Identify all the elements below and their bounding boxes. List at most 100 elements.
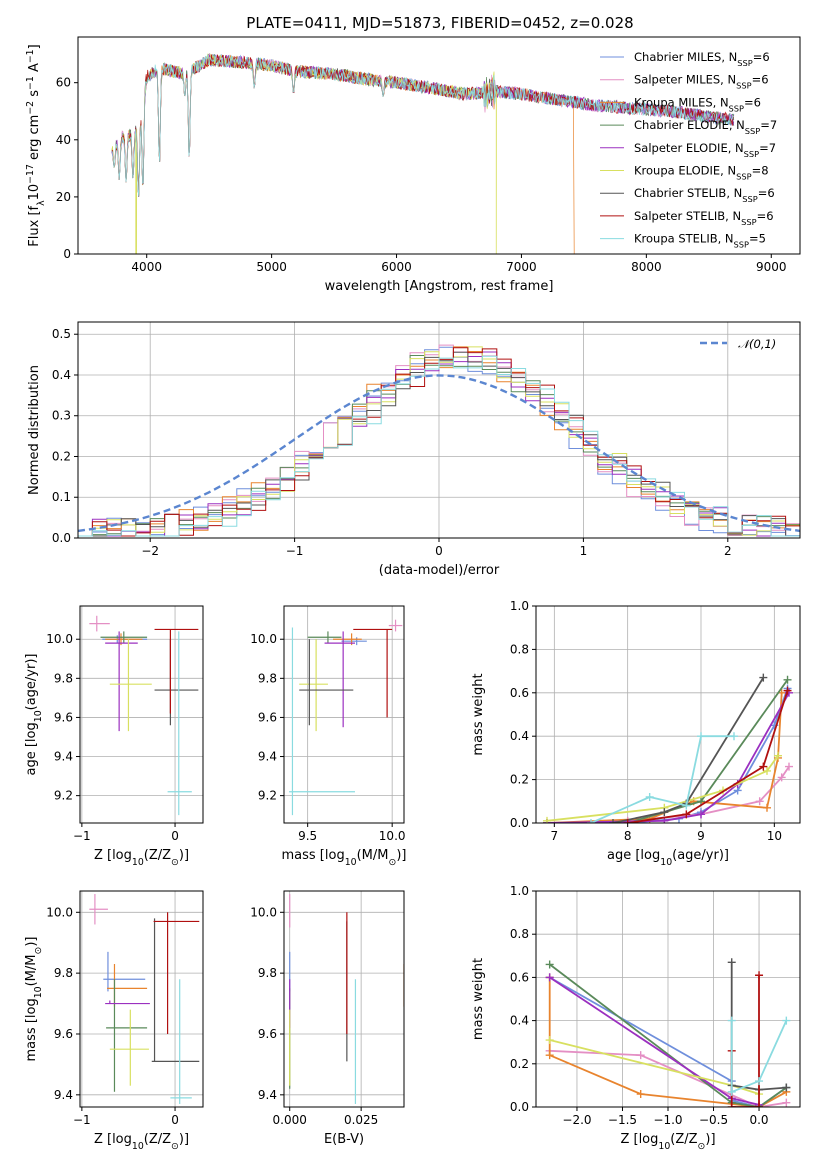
point-marker (759, 762, 768, 771)
y-tick-label: 0 (63, 247, 71, 261)
x-axis-label: age [log10(age/yr)] (607, 848, 729, 868)
point-marker (782, 1016, 791, 1025)
errorbar-6 (151, 918, 200, 1062)
x-tick-label: −2 (141, 544, 159, 558)
errorbar-4 (105, 631, 138, 732)
errorbar-4 (105, 1000, 150, 1005)
point-marker (697, 810, 705, 819)
x-tick-label: 0 (171, 1113, 179, 1127)
x-tick-label: 7 (551, 829, 559, 843)
y-tick-label: 40 (56, 133, 71, 147)
legend-label: Salpeter STELIB, NSSP=6 (634, 209, 774, 227)
x-tick-label: 4000 (131, 260, 162, 274)
x-axis-label: (data-model)/error (379, 563, 500, 578)
point-marker (682, 810, 691, 819)
point-marker (755, 1103, 764, 1107)
point-marker (697, 732, 705, 741)
axes-frame (535, 605, 801, 824)
errorbar-8 (170, 979, 192, 1104)
point-marker (636, 1051, 645, 1060)
errorbar-8 (167, 631, 192, 816)
y-tick-label: 0.5 (52, 327, 71, 341)
legend-label: Salpeter ELODIE, NSSP=7 (634, 141, 776, 159)
point-marker (543, 816, 551, 823)
point-marker (587, 819, 595, 823)
x-tick-label: −2.0 (562, 1113, 591, 1127)
errorbar-5 (299, 639, 328, 732)
errorbar-3 (100, 631, 148, 644)
plot-area-age_vs_mass (289, 619, 403, 816)
point-marker (727, 1087, 736, 1096)
point-marker (697, 797, 705, 806)
y-tick-label: 1.0 (510, 599, 529, 613)
spectrum-line-7 (111, 54, 735, 198)
y-tick-label: 9.6 (258, 710, 277, 724)
errorbar-7 (154, 628, 199, 714)
x-tick-label: 0.000 (273, 1113, 307, 1127)
x-tick-label: 8000 (631, 260, 662, 274)
legend-label: Kroupa STELIB, NSSP=5 (634, 232, 766, 250)
legend-label: Kroupa MILES, NSSP=6 (634, 95, 761, 113)
point-marker (755, 971, 764, 980)
y-tick-label: 9.8 (258, 966, 277, 980)
x-tick-label: 9.5 (298, 829, 317, 843)
y-tick-label: 10.0 (46, 632, 73, 646)
point-marker (609, 819, 617, 823)
y-tick-label: 0.3 (52, 409, 71, 423)
point-marker (774, 751, 782, 760)
y-tick-label: 10.0 (250, 905, 277, 919)
x-tick-label: −1 (73, 1113, 91, 1127)
figure-title: PLATE=0411, MJD=51873, FIBERID=0452, z=0… (246, 14, 633, 32)
series-line (546, 766, 790, 823)
x-tick-label: −1.5 (608, 1113, 637, 1127)
axes-frame (283, 890, 405, 1108)
point-marker (645, 792, 654, 801)
point-marker (785, 762, 793, 771)
y-tick-label: 9.4 (54, 750, 73, 764)
axes-spectrum: 4000 5000 6000 7000 8000 9000 0 20 40 60 wavelengt… (25, 36, 801, 294)
x-tick-label: 0 (435, 544, 443, 558)
y-axis-label: Normed distribution (27, 365, 42, 495)
axes-frame (535, 890, 801, 1108)
errorbar-4 (324, 631, 355, 728)
errorbar-5 (109, 1009, 149, 1086)
x-axis-label: Z [log10(Z/Z⊙)] (94, 848, 189, 868)
y-tick-label: 20 (56, 190, 71, 204)
point-marker (755, 797, 764, 806)
errorbar-5 (109, 639, 152, 732)
plot-area-spectrum (111, 52, 735, 254)
x-tick-label: 6000 (381, 260, 412, 274)
series-7 (623, 686, 792, 823)
legend-label: Chabrier STELIB, NSSP=6 (634, 186, 775, 204)
point-marker (727, 958, 736, 967)
x-tick-label: −1.0 (653, 1113, 682, 1127)
plot-area-massweight_vs_age (543, 673, 793, 823)
series-8 (727, 1016, 791, 1096)
axes-mass_vs_ebv: 0.000 0.025 9.4 9.6 9.8 10.0 E(B-V) (250, 890, 405, 1147)
legend-label: 𝒩(0,1) (738, 337, 776, 351)
point-marker (545, 973, 554, 982)
y-tick-label: 9.4 (54, 1088, 73, 1102)
errorbar-0 (103, 951, 146, 992)
x-axis-label: Z [log10(Z/Z⊙)] (94, 1132, 189, 1152)
series-line (549, 1039, 760, 1095)
legend-label: Salpeter MILES, NSSP=6 (634, 73, 769, 91)
point-marker (545, 1036, 554, 1045)
axes-frame (79, 890, 204, 1108)
y-axis-label: mass [log10(M/M⊙)] (24, 937, 44, 1062)
y-tick-label: 9.6 (54, 1027, 73, 1041)
plot-area-residual_hist (78, 344, 800, 537)
errorbar-6 (299, 639, 354, 726)
x-tick-label: 10 (767, 829, 782, 843)
y-tick-label: 0.8 (510, 927, 529, 941)
normal-curve (78, 374, 800, 533)
series-line (730, 1020, 788, 1094)
x-tick-label: −1 (73, 829, 91, 843)
y-tick-label: 0.2 (52, 449, 71, 463)
x-tick-label: 1 (580, 544, 588, 558)
series-line (549, 976, 760, 1106)
axes-residual_hist: −2 −1 0 1 2 0.0 0.1 0.2 0.3 0.4 0.5 (data-model)/er… (27, 321, 801, 578)
histogram-8 (78, 355, 800, 537)
x-axis-label: E(B-V) (324, 1132, 364, 1147)
